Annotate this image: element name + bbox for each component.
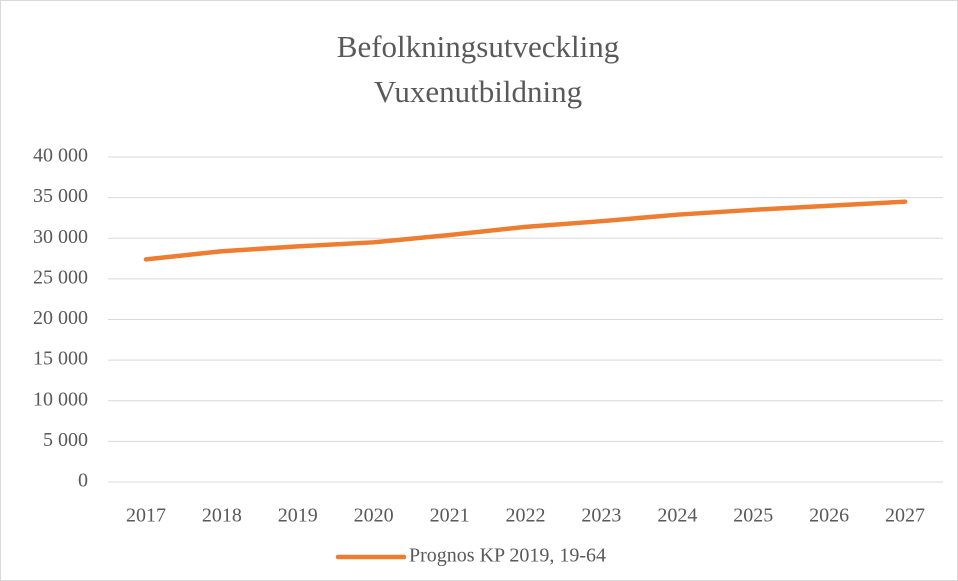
y-tick-label: 20 000 (33, 307, 88, 329)
y-tick-label: 5 000 (43, 429, 88, 451)
legend-label: Prognos KP 2019, 19-64 (409, 545, 606, 567)
x-tick-label: 2026 (809, 505, 849, 527)
x-tick-label: 2019 (278, 505, 318, 527)
chart-title: Vuxenutbildning (374, 74, 582, 109)
y-tick-label: 15 000 (33, 348, 88, 370)
y-tick-label: 10 000 (33, 388, 88, 410)
x-tick-label: 2017 (126, 505, 166, 527)
x-tick-label: 2018 (202, 505, 242, 527)
y-tick-label: 40 000 (33, 145, 88, 167)
chart-title: Befolkningsutveckling (337, 29, 619, 64)
y-tick-label: 0 (78, 470, 88, 492)
x-tick-label: 2023 (581, 505, 621, 527)
series-line (143, 199, 908, 262)
y-tick-label: 25 000 (33, 266, 88, 288)
x-tick-label: 2027 (885, 505, 925, 527)
y-tick-label: 35 000 (33, 185, 88, 207)
x-tick-label: 2025 (733, 505, 773, 527)
y-tick-label: 30 000 (33, 226, 88, 248)
x-tick-label: 2020 (354, 505, 394, 527)
x-tick-label: 2022 (506, 505, 546, 527)
x-tick-label: 2021 (430, 505, 470, 527)
x-tick-label: 2024 (657, 505, 697, 527)
